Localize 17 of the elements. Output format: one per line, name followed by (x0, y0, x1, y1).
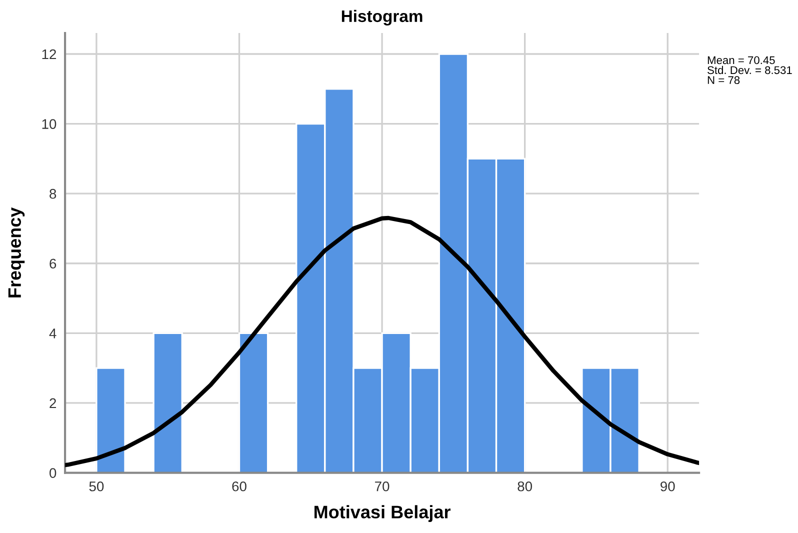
y-tick-label: 8 (50, 188, 56, 199)
y-tick-label: 12 (42, 49, 56, 60)
y-axis-title: Frequency (8, 207, 25, 298)
x-axis-title: Motivasi Belajar (314, 505, 451, 522)
y-tick-label: 10 (42, 119, 56, 129)
y-tick-label: 4 (49, 328, 56, 338)
x-tick-label: 60 (232, 481, 246, 492)
chart-title: Histogram (342, 10, 422, 26)
x-tick-label: 70 (375, 481, 390, 492)
x-tick-label: 50 (89, 481, 104, 492)
y-tick-label: 2 (50, 398, 56, 408)
y-tick-label: 6 (50, 258, 56, 269)
x-tick-label: 80 (518, 481, 532, 492)
text: Mean = 70.45 Std. Dev. = 8.531 N = 78 (708, 56, 792, 84)
line-series (65, 216, 700, 468)
x-tick-label: 90 (660, 481, 675, 492)
y-tick-label: 0 (50, 468, 56, 478)
